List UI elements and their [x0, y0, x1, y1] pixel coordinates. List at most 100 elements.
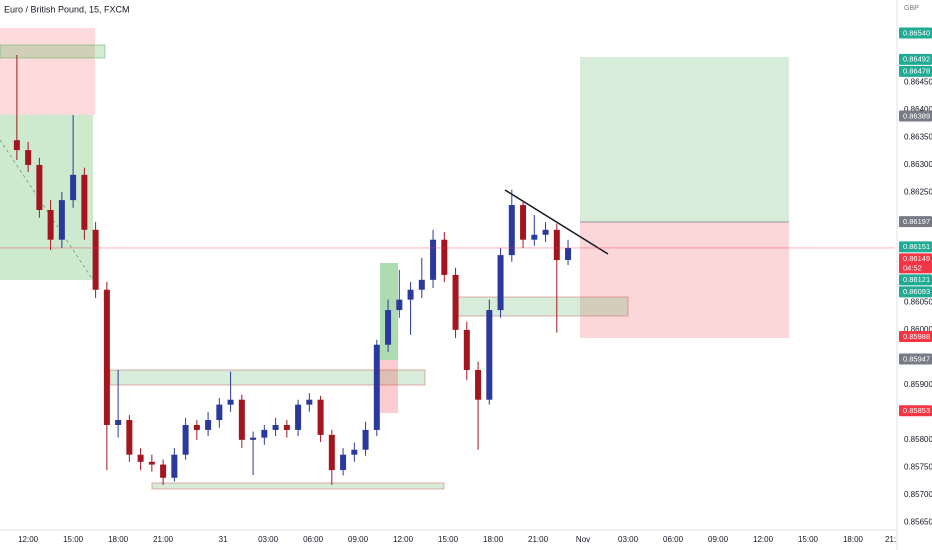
candle-body: [418, 279, 425, 290]
zone-green: [0, 115, 93, 280]
x-tick-label: 09:00: [708, 535, 729, 544]
x-tick-label: 09:00: [348, 535, 369, 544]
candle-body: [385, 310, 392, 345]
candle-body: [205, 420, 212, 430]
stop-zone: [580, 222, 789, 338]
candle-body: [47, 210, 54, 240]
zone-green: [457, 296, 629, 317]
currency: GBP: [904, 5, 919, 12]
candle-body: [58, 200, 65, 240]
x-tick-label: 12:00: [393, 535, 414, 544]
candle-body: [272, 424, 279, 430]
candle-body: [92, 229, 99, 290]
candle-body: [441, 239, 448, 275]
candle-body: [160, 464, 167, 478]
x-tick-label: 12:00: [753, 535, 774, 544]
price-badge: [899, 274, 932, 286]
candles: [0, 54, 895, 485]
y-tick-label: 0.85800: [904, 435, 932, 444]
x-tick-label: 21:00: [528, 535, 549, 544]
countdown: 04:52: [903, 263, 922, 272]
candle-body: [295, 404, 302, 430]
candle-body: [486, 310, 493, 400]
y-tick-label: 0.86400: [904, 105, 932, 114]
zone-green: [109, 369, 426, 386]
x-tick-label: 15:00: [63, 535, 84, 544]
price-badge-label: 0.86492: [903, 55, 930, 64]
candle-body: [340, 454, 347, 471]
drawings: [0, 28, 789, 490]
candle-body: [283, 424, 290, 430]
price-badge: [899, 241, 932, 253]
zone-red: [0, 28, 95, 115]
candle-body: [565, 247, 572, 261]
candle-body: [227, 399, 234, 405]
x-tick-label: 18:00: [108, 535, 129, 544]
x-tick-label: 15:00: [438, 535, 459, 544]
zone-green: [151, 482, 445, 490]
zone-green: [0, 44, 106, 59]
candle-body: [25, 150, 32, 165]
x-tick-label: 21:: [885, 535, 896, 544]
dashed-line: [0, 139, 94, 281]
candle-body: [70, 174, 77, 201]
price-badge-label: 0.86478: [903, 67, 930, 76]
candle-body: [261, 429, 268, 438]
price-badge: [899, 53, 932, 65]
candle-body: [520, 205, 527, 240]
candle-body: [115, 420, 122, 425]
candle-body: [137, 454, 144, 462]
candle-body: [553, 229, 560, 261]
candle-body: [328, 434, 335, 471]
candle-body: [508, 205, 515, 256]
y-tick-label: 0.85650: [904, 517, 932, 526]
trend-line: [504, 189, 609, 255]
candle-body: [475, 370, 482, 400]
price-badge: [899, 65, 932, 77]
chart-title: Euro / British Pound, 15, FXCM: [4, 4, 130, 14]
candle-body: [430, 239, 437, 280]
price-badge: [899, 27, 932, 39]
price-badge-label: 0.86389: [903, 111, 930, 120]
y-tick-label: 0.86300: [904, 160, 932, 169]
candle-body: [351, 449, 358, 455]
price-badge-label: 0.85988: [903, 332, 930, 341]
candle-body: [216, 404, 223, 421]
y-tick-label: 0.86050: [904, 297, 932, 306]
x-tick-label: 18:00: [483, 535, 504, 544]
axis-labels: 12:00 15:00 18:00 21:00 31 03:00 06:00 09:00 12:…: [18, 27, 932, 544]
price-badge-label: 0.86151: [903, 242, 930, 251]
candle-body: [193, 424, 200, 430]
candle-body: [407, 289, 414, 300]
candle-body: [362, 429, 369, 450]
x-tick-label: 18:00: [843, 535, 864, 544]
candle-body: [463, 329, 470, 371]
candle-body: [103, 289, 110, 425]
candle-body: [238, 399, 245, 440]
price-badge-label: 0.86121: [903, 275, 930, 284]
x-tick-label: 06:00: [303, 535, 324, 544]
y-tick-label: 0.86250: [904, 188, 932, 197]
x-tick-label: 12:00: [18, 535, 39, 544]
candle-body: [81, 174, 88, 230]
candle-body: [171, 454, 178, 478]
x-tick-label: 21:00: [153, 535, 174, 544]
y-tick-label: 0.85700: [904, 490, 932, 499]
candle-body: [36, 164, 43, 211]
candle-body: [497, 255, 504, 311]
price-badge-label: 0.86197: [903, 217, 930, 226]
y-tick-label: 0.86000: [904, 325, 932, 334]
price-badge: [899, 353, 932, 365]
price-badge-label: 0.85947: [903, 354, 930, 363]
price-badge-label: 0.85853: [903, 406, 930, 415]
candle-body: [452, 274, 459, 330]
candle-body: [126, 420, 133, 455]
candle-body: [13, 140, 20, 151]
target-zone: [580, 57, 789, 222]
candle-body: [396, 299, 403, 311]
price-badge: [899, 286, 932, 298]
price-badge-label: 0.86540: [903, 28, 930, 37]
candle-body: [531, 234, 538, 240]
y-tick-label: 0.85900: [904, 380, 932, 389]
